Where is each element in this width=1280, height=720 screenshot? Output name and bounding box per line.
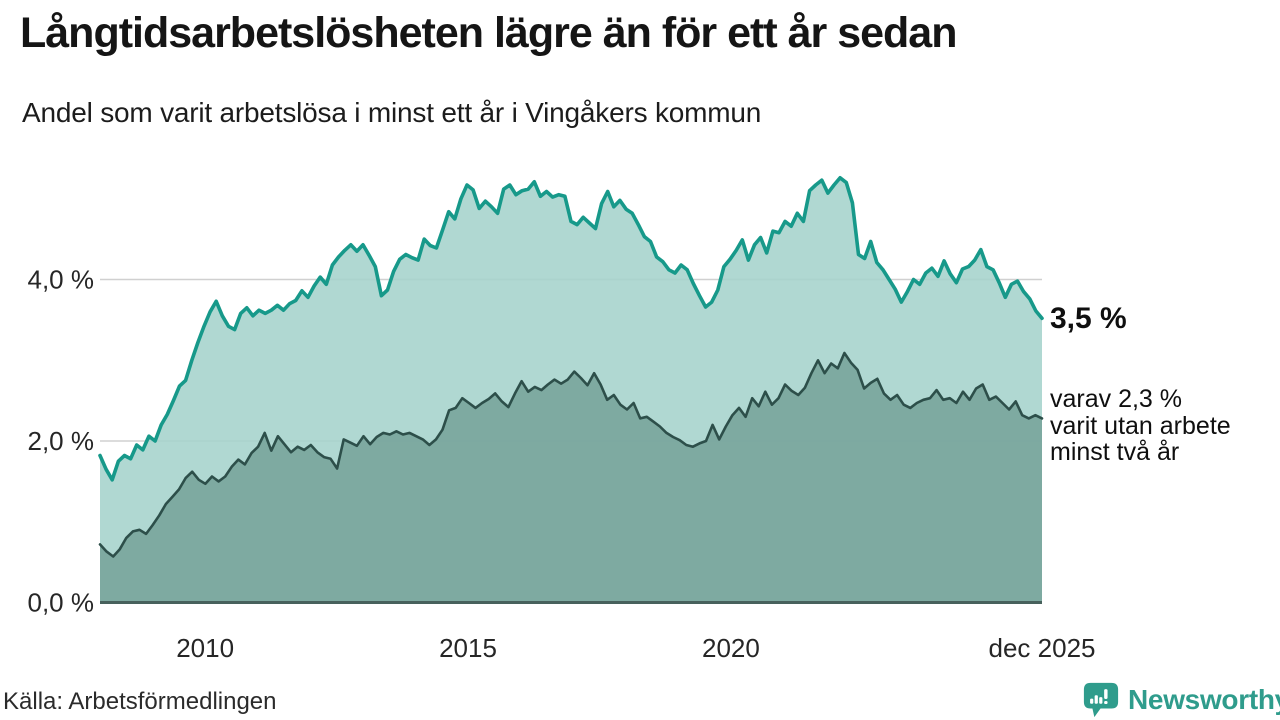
secondary-value-line: minst två år xyxy=(1050,438,1180,466)
series-line-minst-ett-ar xyxy=(98,176,1044,482)
newsworthy-bubble-bar-chart-icon xyxy=(1083,682,1119,718)
y-tick-label: 2,0 % xyxy=(28,426,95,456)
newsworthy-logo: Newsworthy xyxy=(1082,681,1280,719)
x-tick-label: dec 2025 xyxy=(989,633,1096,663)
chart-subtitle: Andel som varit arbetslösa i minst ett å… xyxy=(22,97,762,128)
brand-name: Newsworthy xyxy=(1128,684,1280,715)
page-title: Långtidsarbetslösheten lägre än för ett … xyxy=(20,9,957,57)
series-line-minst-tva-ar xyxy=(98,351,1044,558)
latest-value-label: 3,5 % xyxy=(1050,302,1127,335)
series-area-minst-tva-ar xyxy=(100,353,1042,603)
x-tick-label: 2020 xyxy=(702,633,760,663)
x-tick-label: 2015 xyxy=(439,633,497,663)
y-tick-label: 4,0 % xyxy=(28,265,95,295)
secondary-value-line: varit utan arbete xyxy=(1050,411,1231,440)
secondary-value-label: varav 2,3 % varit utan arbete minst två … xyxy=(1050,386,1270,466)
y-tick-label: 0,0 % xyxy=(28,588,95,618)
source-note: Källa: Arbetsförmedlingen xyxy=(3,688,277,715)
secondary-value-line: varav 2,3 % xyxy=(1050,385,1183,413)
x-tick-label: 2010 xyxy=(176,633,234,663)
